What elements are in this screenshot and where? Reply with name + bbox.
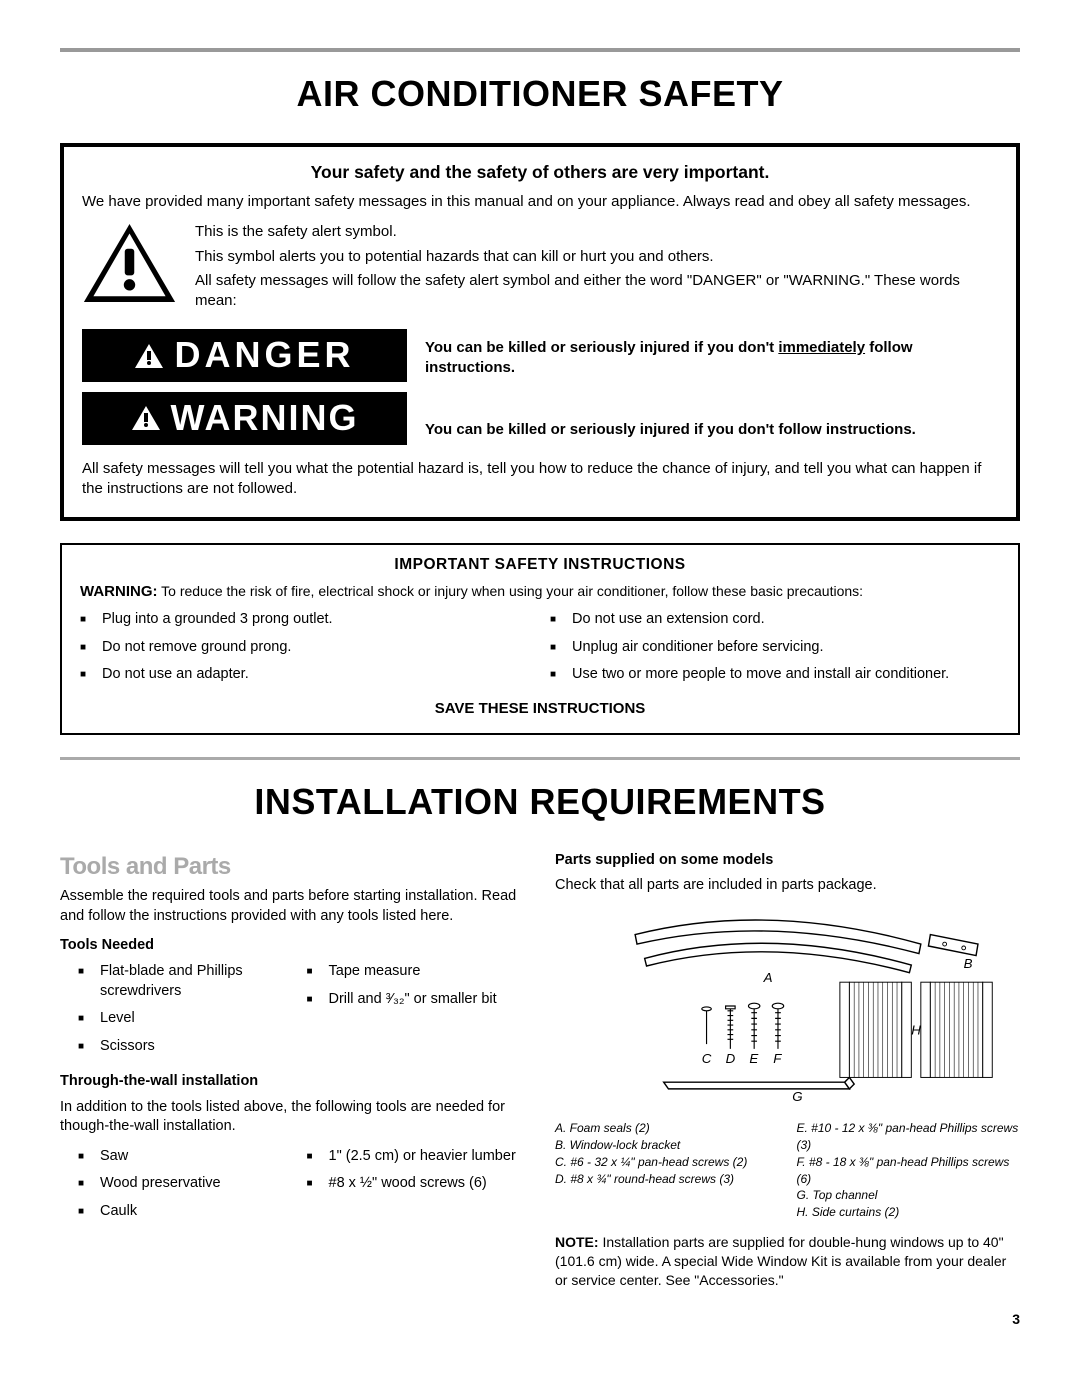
tools-needed-head: Tools Needed <box>60 936 525 956</box>
danger-triangle-icon <box>134 343 164 369</box>
parts-legend: A. Foam seals (2) B. Window-lock bracket… <box>555 1120 1020 1221</box>
legend-item: H. Side curtains (2) <box>797 1204 1021 1221</box>
alert-line-2: This symbol alerts you to potential haza… <box>195 247 998 267</box>
main-title-1: AIR CONDITIONER SAFETY <box>60 70 1020 119</box>
alert-symbol-row: This is the safety alert symbol. This sy… <box>82 222 998 315</box>
danger-row: DANGER You can be killed or seriously in… <box>82 329 998 382</box>
safety-heading: Your safety and the safety of others are… <box>82 161 998 185</box>
tools-column: Tools and Parts Assemble the required to… <box>60 851 525 1290</box>
list-item: Do not remove ground prong. <box>80 638 530 658</box>
list-item: Scissors <box>78 1037 297 1057</box>
tools-heading: Tools and Parts <box>60 851 525 883</box>
legend-item: A. Foam seals (2) <box>555 1120 779 1137</box>
tools-needed-cols: Flat-blade and Phillips screwdrivers Lev… <box>60 962 525 1064</box>
parts-heading: Parts supplied on some models <box>555 851 1020 871</box>
wall-intro: In addition to the tools listed above, t… <box>60 1098 525 1137</box>
svg-text:E: E <box>749 1051 759 1066</box>
wall-cols: Saw Wood preservative Caulk 1" (2.5 cm) … <box>60 1147 525 1230</box>
list-item: Plug into a grounded 3 prong outlet. <box>80 610 530 630</box>
svg-text:A: A <box>763 970 773 985</box>
alert-line-3: All safety messages will follow the safe… <box>195 271 998 312</box>
legend-item: B. Window-lock bracket <box>555 1137 779 1154</box>
warning-label-text: WARNING <box>171 394 359 443</box>
legend-item: E. #10 - 12 x ⅜" pan-head Phillips screw… <box>797 1120 1021 1154</box>
svg-text:B: B <box>964 956 973 971</box>
list-item: Saw <box>78 1147 297 1167</box>
top-rule <box>60 48 1020 52</box>
svg-text:F: F <box>773 1051 782 1066</box>
instructions-columns: Plug into a grounded 3 prong outlet. Do … <box>80 610 1000 693</box>
warning-triangle-icon <box>131 405 161 431</box>
parts-column: Parts supplied on some models Check that… <box>555 851 1020 1290</box>
svg-text:G: G <box>792 1089 802 1104</box>
parts-note: NOTE: Installation parts are supplied fo… <box>555 1233 1020 1290</box>
warning-label-box: WARNING <box>82 392 407 445</box>
parts-diagram: A B C D E F <box>555 906 1020 1106</box>
save-instructions: SAVE THESE INSTRUCTIONS <box>80 699 1000 719</box>
danger-label-text: DANGER <box>174 331 354 380</box>
legend-col-1: A. Foam seals (2) B. Window-lock bracket… <box>555 1120 779 1221</box>
list-item: Do not use an extension cord. <box>550 610 1000 630</box>
safety-box: Your safety and the safety of others are… <box>60 143 1020 522</box>
legend-item: C. #6 - 32 x ¼" pan-head screws (2) <box>555 1154 779 1171</box>
list-item: Wood preservative <box>78 1174 297 1194</box>
instructions-col2: Do not use an extension cord. Unplug air… <box>550 610 1000 685</box>
alert-text: This is the safety alert symbol. This sy… <box>195 222 998 315</box>
list-item: Unplug air conditioner before servicing. <box>550 638 1000 658</box>
tools-intro: Assemble the required tools and parts be… <box>60 887 525 926</box>
instructions-warning: WARNING: To reduce the risk of fire, ele… <box>80 582 1000 602</box>
list-item: Do not use an adapter. <box>80 665 530 685</box>
instructions-col1: Plug into a grounded 3 prong outlet. Do … <box>80 610 530 685</box>
legend-item: G. Top channel <box>797 1187 1021 1204</box>
alert-triangle-icon <box>82 222 177 304</box>
list-item: Tape measure <box>307 962 526 982</box>
instructions-box: IMPORTANT SAFETY INSTRUCTIONS WARNING: T… <box>60 543 1020 735</box>
safety-closing: All safety messages will tell you what t… <box>82 459 998 500</box>
page-number: 3 <box>60 1310 1020 1329</box>
list-item: Drill and ³⁄₃₂" or smaller bit <box>307 990 526 1010</box>
svg-text:D: D <box>726 1051 736 1066</box>
list-item: Caulk <box>78 1202 297 1222</box>
legend-item: D. #8 x ¾" round-head screws (3) <box>555 1171 779 1188</box>
list-item: 1" (2.5 cm) or heavier lumber <box>307 1147 526 1167</box>
list-item: Use two or more people to move and insta… <box>550 665 1000 685</box>
safety-intro: We have provided many important safety m… <box>82 192 998 212</box>
parts-intro: Check that all parts are included in par… <box>555 876 1020 896</box>
list-item: #8 x ½" wood screws (6) <box>307 1174 526 1194</box>
legend-col-2: E. #10 - 12 x ⅜" pan-head Phillips screw… <box>797 1120 1021 1221</box>
alert-line-1: This is the safety alert symbol. <box>195 222 998 242</box>
danger-desc: You can be killed or seriously injured i… <box>425 338 998 383</box>
warning-row: WARNING You can be killed or seriously i… <box>82 392 998 445</box>
legend-item: F. #8 - 18 x ⅜" pan-head Phillips screws… <box>797 1154 1021 1188</box>
wall-head: Through-the-wall installation <box>60 1072 525 1092</box>
instructions-heading: IMPORTANT SAFETY INSTRUCTIONS <box>80 555 1000 576</box>
danger-label-box: DANGER <box>82 329 407 382</box>
list-item: Flat-blade and Phillips screwdrivers <box>78 962 297 1001</box>
svg-text:H: H <box>911 1023 921 1038</box>
svg-text:C: C <box>702 1051 712 1066</box>
list-item: Level <box>78 1009 297 1029</box>
install-section: Tools and Parts Assemble the required to… <box>60 851 1020 1290</box>
warning-desc: You can be killed or seriously injured i… <box>425 420 998 444</box>
main-title-2: INSTALLATION REQUIREMENTS <box>60 778 1020 827</box>
mid-rule <box>60 757 1020 760</box>
